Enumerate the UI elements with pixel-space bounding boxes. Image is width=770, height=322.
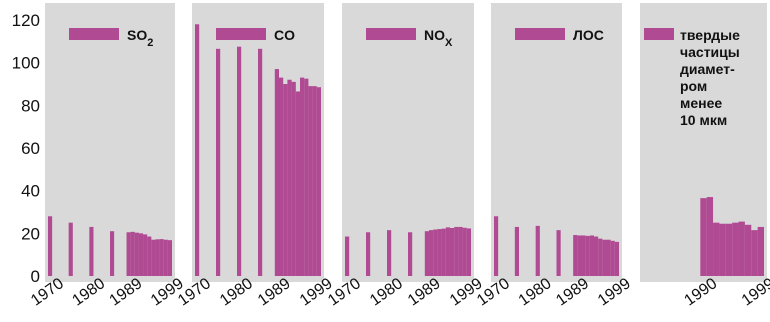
bar bbox=[535, 225, 540, 276]
bar bbox=[237, 46, 242, 276]
bar bbox=[163, 239, 168, 276]
bar bbox=[594, 236, 599, 276]
bar bbox=[151, 239, 156, 276]
legend-swatch bbox=[644, 28, 674, 40]
bar bbox=[700, 198, 707, 276]
bar bbox=[304, 78, 309, 277]
legend-swatch bbox=[216, 28, 266, 40]
bar bbox=[433, 229, 438, 276]
bar bbox=[287, 79, 292, 276]
bar bbox=[291, 81, 296, 276]
bar bbox=[274, 69, 279, 276]
bar bbox=[514, 226, 519, 276]
bar bbox=[126, 232, 131, 276]
bar bbox=[706, 197, 714, 276]
bar bbox=[316, 87, 321, 276]
bar bbox=[466, 228, 471, 276]
bar bbox=[300, 77, 305, 276]
legend-swatch bbox=[366, 28, 416, 40]
legend-label: ЛОС bbox=[573, 27, 604, 43]
bar bbox=[308, 86, 313, 276]
legend-label: 10 мкм bbox=[680, 112, 727, 128]
bar bbox=[216, 48, 221, 276]
y-tick-label: 20 bbox=[21, 224, 40, 243]
bar bbox=[458, 226, 463, 276]
bar bbox=[573, 235, 578, 276]
legend-swatch bbox=[69, 28, 119, 40]
bar bbox=[110, 231, 115, 276]
legend-label: частицы bbox=[680, 44, 740, 60]
bar bbox=[89, 226, 94, 276]
bar bbox=[68, 222, 73, 276]
bar bbox=[589, 235, 594, 276]
y-tick-label: 100 bbox=[12, 54, 40, 73]
bar bbox=[366, 232, 371, 276]
bar bbox=[138, 233, 144, 276]
bar bbox=[606, 239, 611, 276]
legend-swatch bbox=[515, 28, 565, 40]
bar bbox=[279, 77, 284, 276]
bar bbox=[494, 216, 499, 276]
bar bbox=[744, 224, 752, 276]
bar bbox=[408, 232, 413, 276]
bar bbox=[429, 230, 434, 276]
bar bbox=[155, 239, 160, 276]
bar bbox=[581, 235, 586, 276]
y-tick-label: 60 bbox=[21, 139, 40, 158]
bar bbox=[738, 221, 745, 276]
bar bbox=[598, 238, 603, 276]
bar bbox=[725, 223, 733, 276]
bar bbox=[585, 235, 590, 276]
legend-label: CO bbox=[274, 27, 295, 43]
bar bbox=[387, 230, 392, 276]
legend-label: NOX bbox=[424, 27, 453, 49]
bar bbox=[437, 229, 442, 276]
bar bbox=[441, 228, 446, 276]
bar bbox=[143, 234, 148, 276]
legend-label: твердые bbox=[680, 27, 740, 43]
bar bbox=[713, 222, 720, 276]
bar bbox=[732, 222, 739, 276]
bar bbox=[312, 86, 317, 276]
bar bbox=[577, 235, 582, 276]
legend-label: менее bbox=[680, 95, 722, 111]
bar bbox=[48, 216, 53, 276]
bar bbox=[147, 236, 152, 276]
bar bbox=[130, 231, 135, 276]
bar bbox=[602, 239, 607, 276]
bar bbox=[258, 48, 263, 276]
bar bbox=[134, 232, 139, 276]
bar bbox=[424, 231, 429, 276]
bar bbox=[345, 236, 350, 276]
bar bbox=[454, 226, 459, 276]
bar bbox=[159, 239, 164, 276]
y-tick-label: 80 bbox=[21, 96, 40, 115]
bar bbox=[556, 230, 561, 276]
y-tick-label: 40 bbox=[21, 182, 40, 201]
bar bbox=[167, 240, 172, 276]
bar bbox=[614, 241, 619, 276]
legend-label: диамет- bbox=[680, 61, 735, 77]
bar bbox=[295, 91, 300, 276]
bar bbox=[751, 230, 758, 276]
bar bbox=[719, 223, 726, 276]
y-tick-label: 0 bbox=[31, 267, 40, 286]
bar bbox=[283, 84, 288, 276]
legend-label: SO2 bbox=[127, 27, 153, 49]
legend-label: ром bbox=[680, 78, 707, 94]
bar bbox=[462, 227, 467, 276]
bar bbox=[450, 228, 455, 276]
bar bbox=[445, 227, 450, 276]
bar bbox=[610, 240, 615, 276]
bar bbox=[195, 24, 200, 277]
y-tick-label: 120 bbox=[12, 11, 40, 30]
bar bbox=[757, 226, 764, 276]
